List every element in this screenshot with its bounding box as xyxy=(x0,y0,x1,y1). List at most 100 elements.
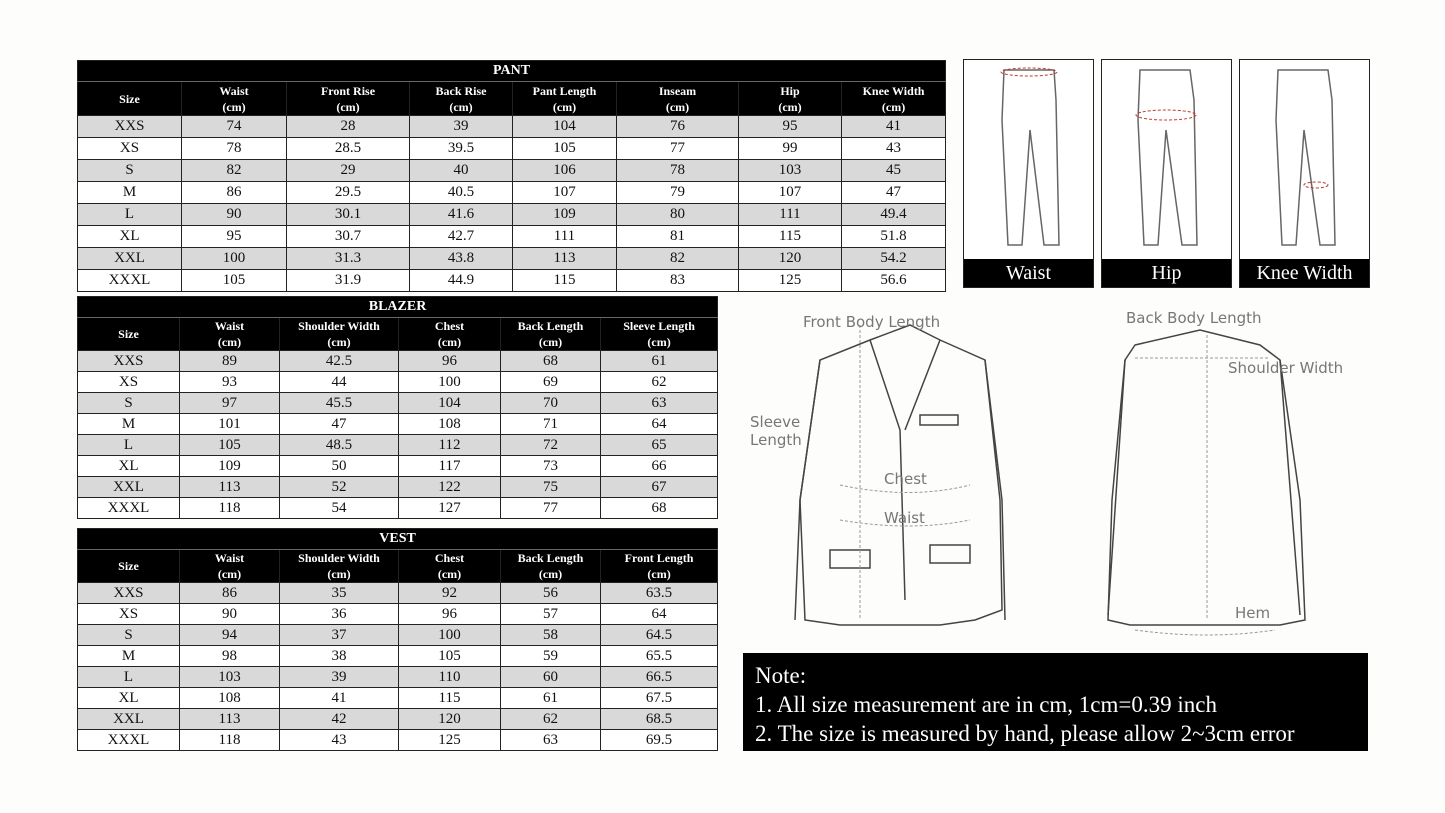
value-cell: 44.9 xyxy=(409,269,513,292)
value-cell: 109 xyxy=(512,203,617,226)
table-row: S 82 29 40 106 78 103 45 xyxy=(77,159,947,182)
value-cell: 115 xyxy=(398,687,501,709)
column-header: Chest (cm) xyxy=(398,317,501,351)
value-cell: 56.6 xyxy=(840,269,947,292)
size-cell: XXL xyxy=(77,247,182,270)
pant-outline-icon xyxy=(1135,69,1198,246)
value-cell: 54.2 xyxy=(840,247,947,270)
value-cell: 63.5 xyxy=(599,582,719,604)
value-cell: 47 xyxy=(840,181,947,204)
header-unit: (cm) xyxy=(437,335,462,349)
value-cell: 100 xyxy=(398,371,501,393)
value-cell: 28 xyxy=(286,115,410,138)
header-unit: (cm) xyxy=(327,567,351,581)
size-cell: XL xyxy=(77,687,180,709)
value-cell: 37 xyxy=(279,624,399,646)
value-cell: 57 xyxy=(500,603,601,625)
value-cell: 81 xyxy=(616,225,739,248)
pant-knee-width-diagram: Knee Width xyxy=(1239,59,1370,288)
value-cell: 107 xyxy=(512,181,617,204)
table-row: XXS 89 42.5 96 68 61 xyxy=(77,350,719,372)
table-row: XS 90 36 96 57 64 xyxy=(77,603,719,625)
value-cell: 45 xyxy=(840,159,947,182)
value-cell: 69.5 xyxy=(599,729,719,751)
column-header: Sleeve Length (cm) xyxy=(599,317,719,351)
value-cell: 96 xyxy=(398,603,501,625)
value-cell: 120 xyxy=(738,247,842,270)
table-row: XXS 74 28 39 104 76 95 41 xyxy=(77,115,947,138)
value-cell: 39 xyxy=(279,666,399,688)
header-label: Back Length xyxy=(517,551,584,565)
table-row: XL 108 41 115 61 67.5 xyxy=(77,687,719,709)
value-cell: 97 xyxy=(179,392,280,414)
header-label: Front Rise xyxy=(320,83,376,98)
chest-label: Chest xyxy=(884,470,927,488)
value-cell: 107 xyxy=(738,181,842,204)
value-cell: 66.5 xyxy=(599,666,719,688)
value-cell: 64 xyxy=(599,413,719,435)
value-cell: 98 xyxy=(179,645,280,667)
column-header: Inseam (cm) xyxy=(616,81,739,116)
value-cell: 108 xyxy=(179,687,280,709)
value-cell: 106 xyxy=(512,159,617,182)
header-label: Waist xyxy=(214,319,245,333)
value-cell: 66 xyxy=(599,455,719,477)
value-cell: 100 xyxy=(181,247,287,270)
value-cell: 41 xyxy=(279,687,399,709)
value-cell: 41 xyxy=(840,115,947,138)
diagram-label: Knee Width xyxy=(1240,259,1369,287)
value-cell: 40 xyxy=(409,159,513,182)
header-unit: (cm) xyxy=(217,335,242,349)
value-cell: 82 xyxy=(616,247,739,270)
value-cell: 71 xyxy=(500,413,601,435)
value-cell: 118 xyxy=(179,729,280,751)
value-cell: 42.7 xyxy=(409,225,513,248)
value-cell: 43.8 xyxy=(409,247,513,270)
size-cell: XS xyxy=(77,137,182,160)
size-cell: XXXL xyxy=(77,269,182,292)
value-cell: 111 xyxy=(738,203,842,226)
value-cell: 39.5 xyxy=(409,137,513,160)
table-row: XXXL 118 54 127 77 68 xyxy=(77,497,719,519)
value-cell: 104 xyxy=(512,115,617,138)
value-cell: 68 xyxy=(599,497,719,519)
header-label: Shoulder Width xyxy=(298,551,380,565)
value-cell: 118 xyxy=(179,497,280,519)
value-cell: 36 xyxy=(279,603,399,625)
value-cell: 94 xyxy=(179,624,280,646)
header-unit: (cm) xyxy=(552,99,577,114)
back-body-length-label: Back Body Length xyxy=(1126,309,1262,327)
column-header: Waist (cm) xyxy=(179,317,280,351)
value-cell: 42 xyxy=(279,708,399,730)
header-unit: (cm) xyxy=(647,335,671,349)
diagram-label: Hip xyxy=(1102,259,1231,287)
header-unit: (cm) xyxy=(881,99,906,114)
value-cell: 62 xyxy=(599,371,719,393)
value-cell: 63 xyxy=(599,392,719,414)
value-cell: 95 xyxy=(181,225,287,248)
note-line-2: 2. The size is measured by hand, please … xyxy=(755,721,1295,746)
value-cell: 113 xyxy=(512,247,617,270)
header-unit: (cm) xyxy=(222,99,246,114)
size-cell: XXXL xyxy=(77,729,180,751)
value-cell: 61 xyxy=(500,687,601,709)
column-header: Waist (cm) xyxy=(181,81,287,116)
header-label: Hip xyxy=(780,83,800,98)
table-row: XXXL 118 43 125 63 69.5 xyxy=(77,729,719,751)
header-label: Size xyxy=(118,559,139,573)
value-cell: 113 xyxy=(179,708,280,730)
value-cell: 30.1 xyxy=(286,203,410,226)
size-cell: XL xyxy=(77,225,182,248)
value-cell: 105 xyxy=(512,137,617,160)
size-cell: XXS xyxy=(77,582,180,604)
value-cell: 96 xyxy=(398,350,501,372)
pant-outline-icon xyxy=(1275,69,1336,246)
value-cell: 80 xyxy=(616,203,739,226)
vest-size-table: VEST Size Waist (cm) Shoulder Width (cm) Chest… xyxy=(76,528,719,751)
size-cell: S xyxy=(77,392,180,414)
size-cell: XS xyxy=(77,603,180,625)
header-label: Inseam xyxy=(658,83,697,98)
column-header: Pant Length (cm) xyxy=(512,81,617,116)
header-unit: (cm) xyxy=(336,99,360,114)
value-cell: 90 xyxy=(179,603,280,625)
